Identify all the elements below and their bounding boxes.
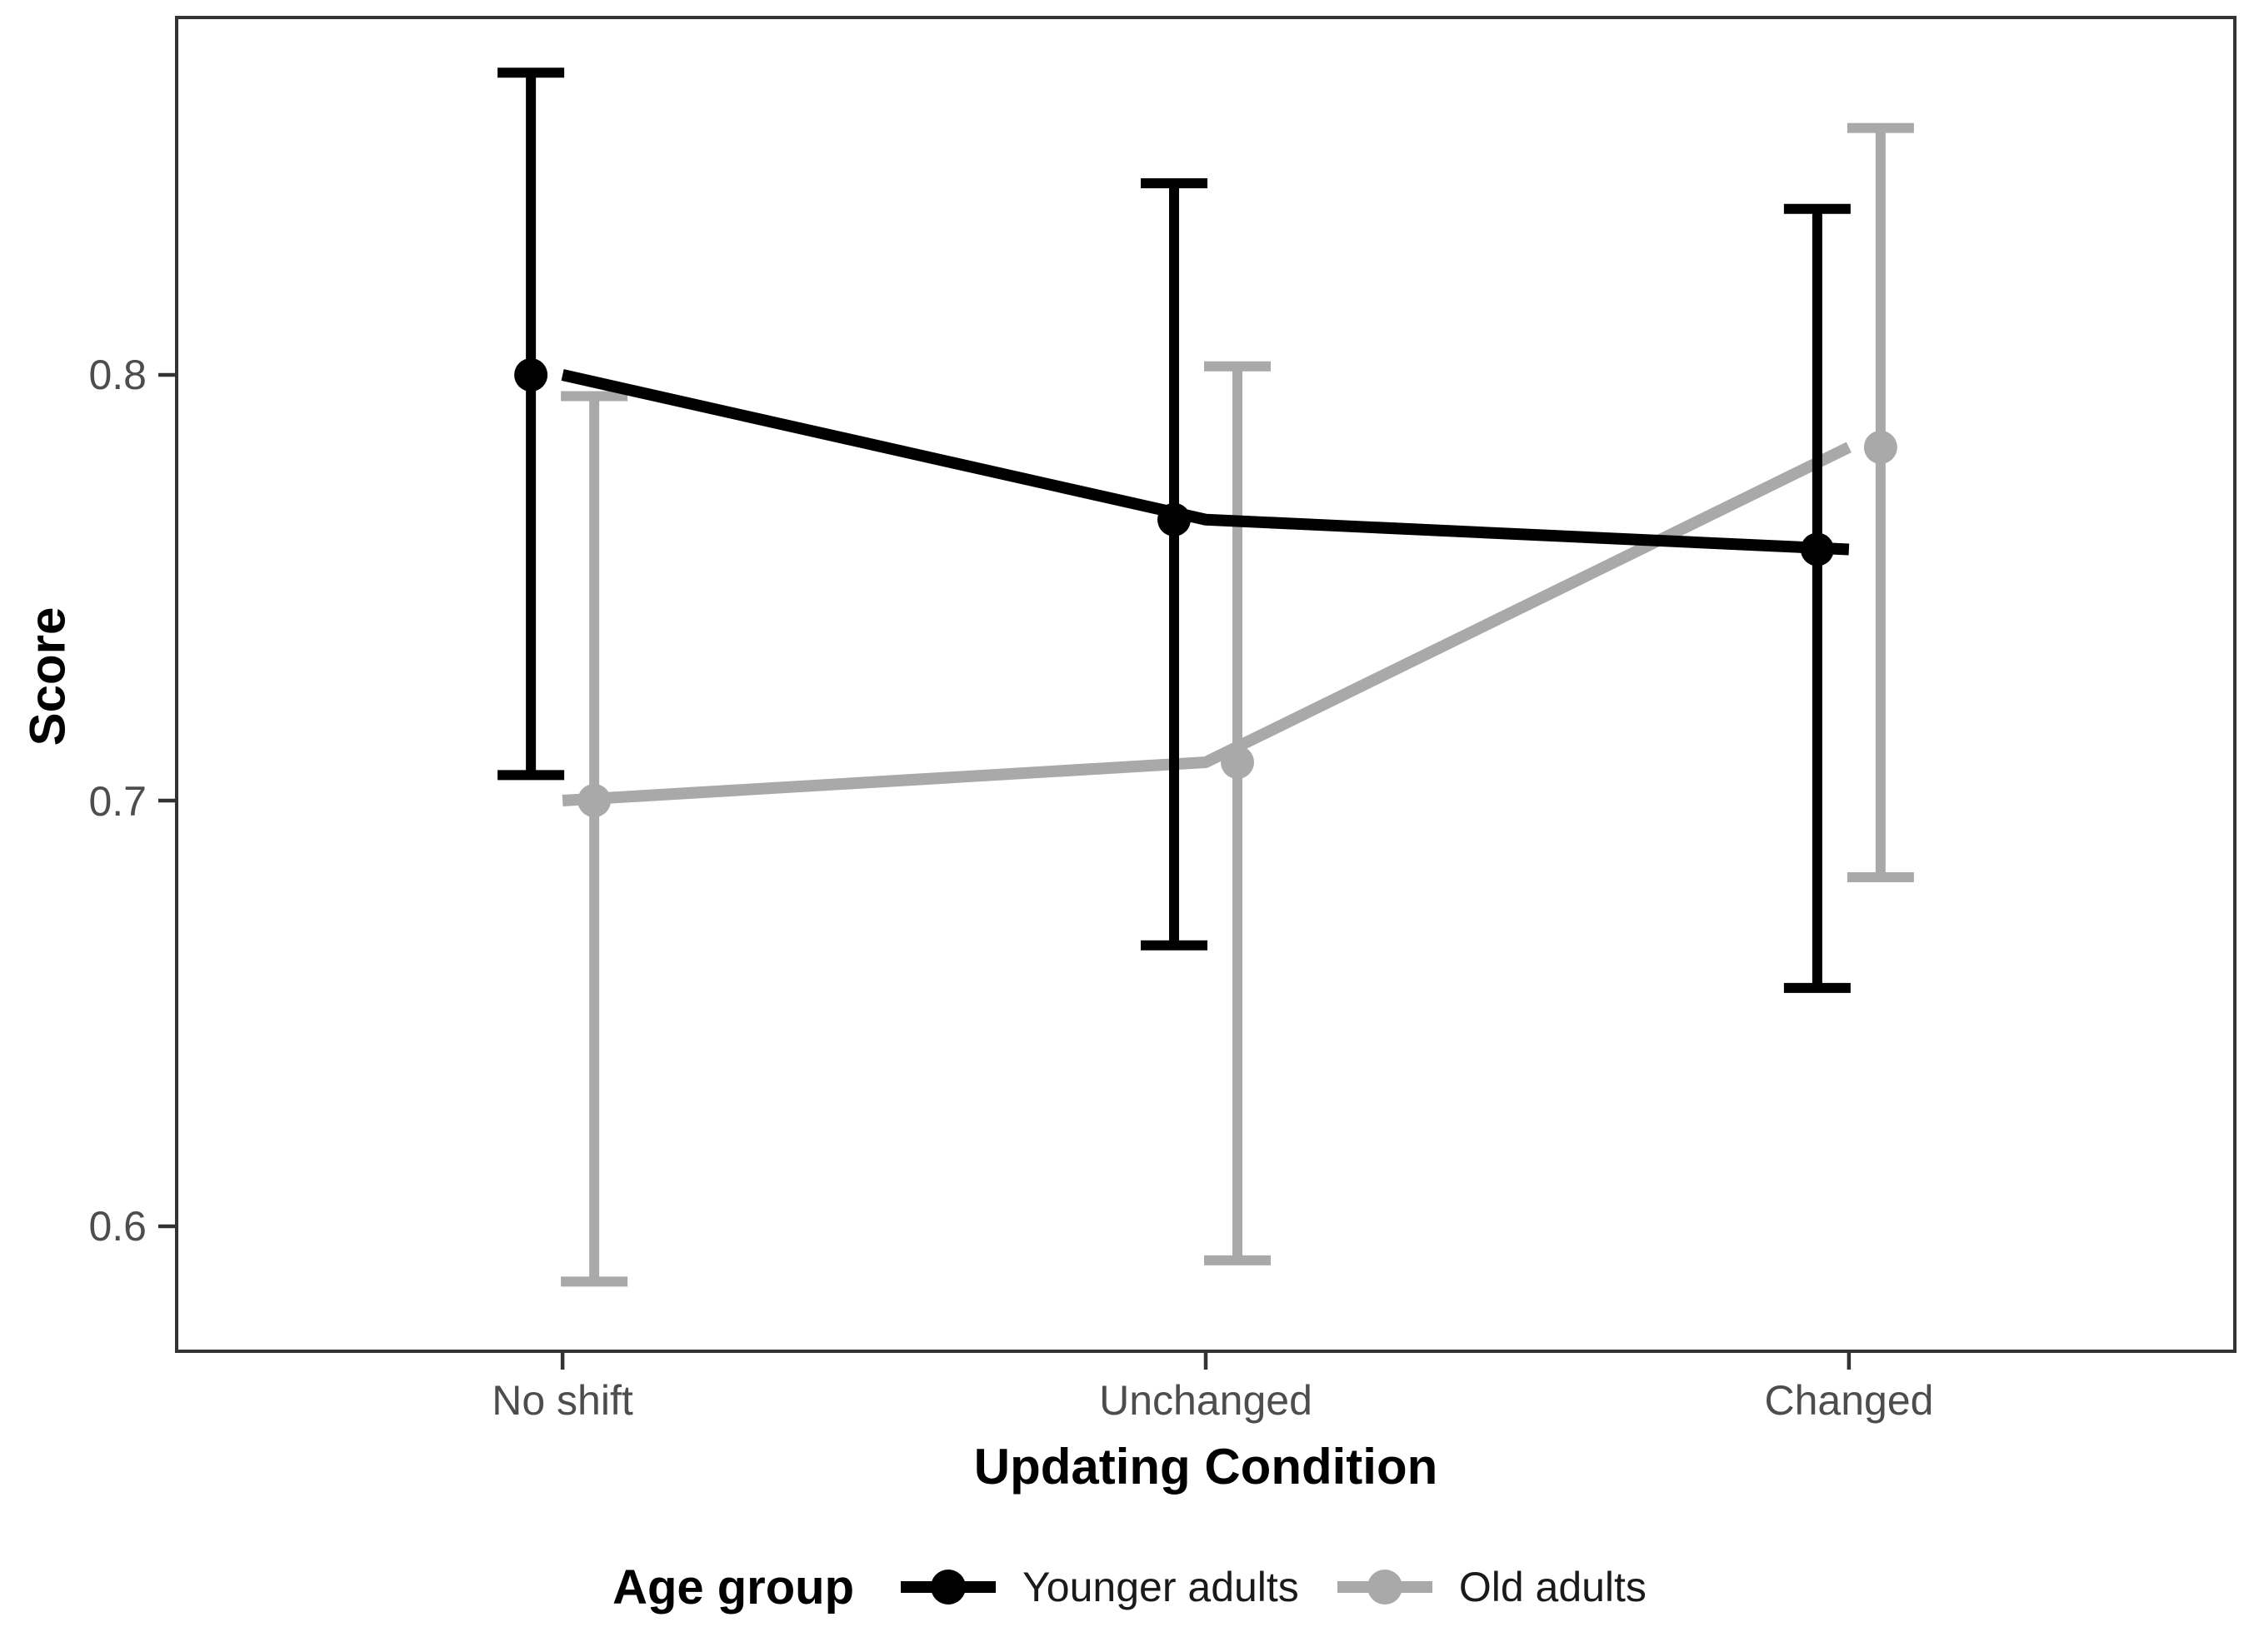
y-tick-label-0-6: 0.6 [88, 1203, 147, 1250]
legend-label-younger-adults: Younger adults [1022, 1564, 1299, 1610]
point-old-adults-2 [1863, 430, 1897, 464]
point-younger-adults-2 [1800, 532, 1834, 566]
legend-key-younger-adults-icon [901, 1570, 997, 1605]
legend-title: Age group [612, 1560, 855, 1615]
y-tick-label-0-7: 0.7 [88, 778, 147, 825]
x-tick-label-no-shift: No shift [492, 1377, 633, 1424]
legend: Age group Younger adults Old adults [0, 1548, 2259, 1626]
panel-border [175, 16, 2237, 1353]
x-tick-label-changed: Changed [1764, 1377, 1934, 1424]
x-tick-label-unchanged: Unchanged [1099, 1377, 1312, 1424]
legend-item-younger-adults: Younger adults [894, 1558, 1299, 1616]
point-old-adults-0 [577, 784, 612, 817]
series-line-younger-adults [561, 369, 1850, 556]
point-younger-adults-0 [514, 358, 548, 392]
legend-item-old-adults: Old adults [1331, 1558, 1647, 1616]
legend-label-old-adults: Old adults [1458, 1564, 1647, 1610]
y-axis-title: Score [19, 606, 76, 746]
point-younger-adults-1 [1157, 502, 1191, 537]
y-tick-label-0-8: 0.8 [88, 352, 147, 398]
x-axis-title: Updating Condition [973, 1439, 1438, 1495]
legend-key-old-adults-icon [1337, 1570, 1432, 1605]
point-old-adults-1 [1221, 746, 1254, 780]
series-line-old-adults [562, 442, 1852, 806]
